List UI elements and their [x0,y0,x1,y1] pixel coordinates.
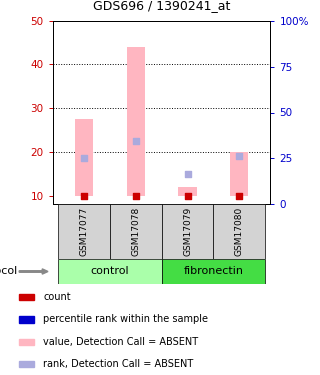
Bar [19,339,34,345]
Point [185,193,190,199]
Point [81,193,86,199]
Bar [58,204,110,259]
Text: count: count [43,292,71,302]
Point [133,138,138,144]
Bar [162,204,213,259]
Bar [19,361,34,367]
Point [133,193,138,199]
Bar [110,204,162,259]
Text: rank, Detection Call = ABSENT: rank, Detection Call = ABSENT [43,359,193,369]
Bar [230,152,248,196]
Bar [162,259,265,284]
Text: fibronectin: fibronectin [183,267,244,276]
Text: GSM17077: GSM17077 [79,207,88,256]
Bar [213,204,265,259]
Text: GSM17079: GSM17079 [183,207,192,256]
Text: percentile rank within the sample: percentile rank within the sample [43,315,208,324]
Bar [19,294,34,300]
Text: value, Detection Call = ABSENT: value, Detection Call = ABSENT [43,337,198,346]
Point [81,156,86,162]
Bar [179,187,196,196]
Point [237,153,242,159]
Text: GSM17080: GSM17080 [235,207,244,256]
Bar [58,259,162,284]
Bar [127,47,145,196]
Text: protocol: protocol [0,267,18,276]
Bar [19,316,34,322]
Text: GDS696 / 1390241_at: GDS696 / 1390241_at [93,0,230,12]
Point [185,171,190,177]
Text: GSM17078: GSM17078 [131,207,140,256]
Point [237,193,242,199]
Bar [75,119,93,196]
Text: control: control [91,267,129,276]
